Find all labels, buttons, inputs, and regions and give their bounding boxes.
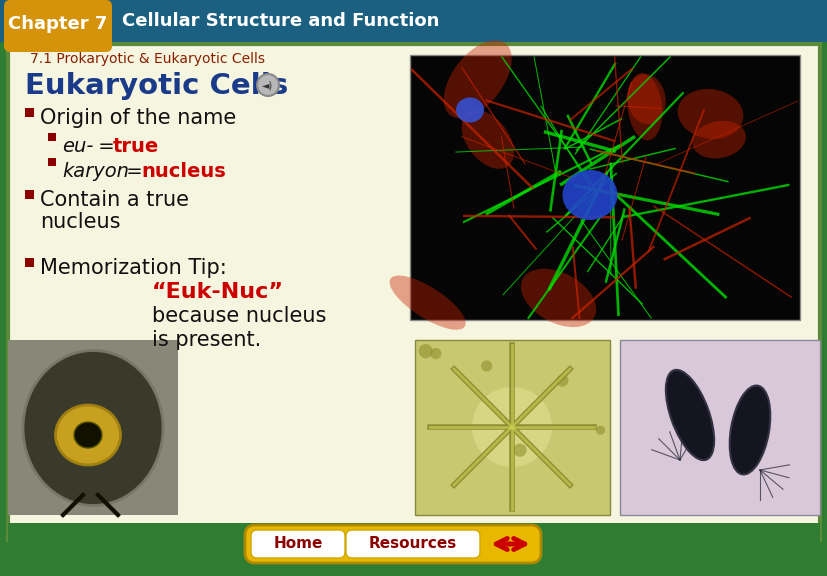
- Text: nucleus: nucleus: [40, 212, 121, 232]
- Ellipse shape: [626, 74, 665, 124]
- FancyBboxPatch shape: [25, 190, 34, 199]
- FancyBboxPatch shape: [25, 108, 34, 117]
- Text: Memorization Tip:: Memorization Tip:: [40, 258, 227, 278]
- FancyBboxPatch shape: [8, 523, 819, 568]
- Text: Chapter 7: Chapter 7: [8, 15, 108, 33]
- Ellipse shape: [471, 387, 552, 467]
- Text: Eukaryotic Cells: Eukaryotic Cells: [25, 72, 288, 100]
- Circle shape: [513, 444, 526, 457]
- FancyBboxPatch shape: [251, 530, 345, 558]
- Text: eu-: eu-: [62, 137, 93, 156]
- FancyBboxPatch shape: [48, 133, 56, 141]
- FancyBboxPatch shape: [619, 340, 819, 515]
- FancyBboxPatch shape: [4, 0, 112, 52]
- Text: Home: Home: [273, 536, 323, 551]
- Circle shape: [256, 74, 279, 96]
- Text: 7.1 Prokaryotic & Eukaryotic Cells: 7.1 Prokaryotic & Eukaryotic Cells: [30, 52, 265, 66]
- Text: ◄): ◄): [262, 80, 273, 90]
- Circle shape: [418, 344, 433, 358]
- Text: true: true: [112, 137, 159, 156]
- FancyBboxPatch shape: [8, 44, 819, 540]
- FancyBboxPatch shape: [48, 158, 56, 166]
- FancyBboxPatch shape: [414, 340, 609, 515]
- Ellipse shape: [562, 170, 617, 220]
- Ellipse shape: [729, 385, 769, 475]
- Ellipse shape: [665, 370, 713, 460]
- FancyBboxPatch shape: [8, 340, 178, 515]
- FancyBboxPatch shape: [409, 55, 799, 320]
- Ellipse shape: [55, 405, 121, 465]
- Text: because nucleus: because nucleus: [152, 306, 326, 326]
- Text: Cellular Structure and Function: Cellular Structure and Function: [122, 12, 439, 30]
- Ellipse shape: [390, 275, 465, 329]
- Ellipse shape: [74, 422, 102, 448]
- Text: “Euk-Nuc”: “Euk-Nuc”: [152, 282, 284, 302]
- Circle shape: [595, 426, 605, 435]
- Ellipse shape: [627, 73, 662, 141]
- Ellipse shape: [520, 269, 595, 327]
- Text: Contain a true: Contain a true: [40, 190, 189, 210]
- Text: karyon: karyon: [62, 162, 129, 181]
- Ellipse shape: [691, 121, 745, 158]
- Text: =: =: [120, 162, 149, 181]
- Text: nucleus: nucleus: [141, 162, 226, 181]
- Circle shape: [429, 348, 441, 359]
- Ellipse shape: [461, 110, 514, 169]
- Circle shape: [480, 361, 492, 372]
- FancyBboxPatch shape: [0, 0, 827, 42]
- FancyBboxPatch shape: [25, 258, 34, 267]
- Ellipse shape: [676, 89, 743, 139]
- Text: =: =: [92, 137, 121, 156]
- FancyBboxPatch shape: [346, 530, 480, 558]
- Text: Origin of the name: Origin of the name: [40, 108, 236, 128]
- Text: is present.: is present.: [152, 330, 261, 350]
- Ellipse shape: [23, 351, 163, 506]
- Ellipse shape: [456, 97, 484, 123]
- Ellipse shape: [443, 40, 511, 118]
- FancyBboxPatch shape: [245, 525, 540, 563]
- Text: Resources: Resources: [369, 536, 457, 551]
- Circle shape: [556, 374, 568, 386]
